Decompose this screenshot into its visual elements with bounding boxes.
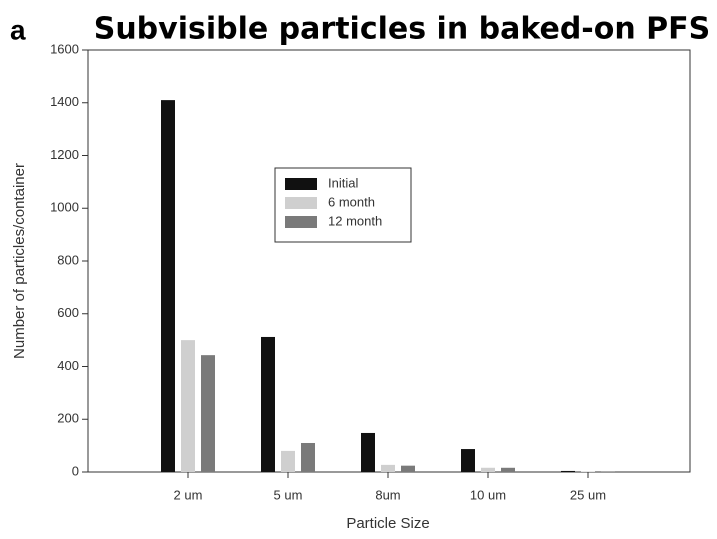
bar	[261, 336, 275, 472]
bar	[401, 465, 415, 472]
bar	[461, 449, 475, 472]
y-axis-label: Number of particles/container	[11, 163, 28, 359]
bar	[361, 432, 375, 472]
bar	[161, 100, 175, 473]
x-tick-label: 10 um	[470, 487, 506, 502]
x-tick-label: 2 um	[174, 487, 203, 502]
plot-frame	[87, 49, 691, 473]
y-tick-label: 1000	[50, 200, 79, 215]
bar	[581, 471, 595, 472]
x-axis-label: Particle Size	[346, 515, 429, 532]
chart-title: Subvisible particles in baked-on PFS	[94, 12, 711, 47]
bar	[481, 467, 495, 472]
bar	[281, 450, 295, 472]
legend-label: 6 month	[328, 194, 375, 209]
x-tick-label: 25 um	[570, 487, 606, 502]
y-tick-label: 200	[57, 411, 79, 426]
panel-label: a	[10, 14, 26, 45]
y-tick-label: 0	[72, 463, 79, 478]
x-tick-label: 5 um	[274, 487, 303, 502]
y-tick-label: 600	[57, 305, 79, 320]
legend-label: 12 month	[328, 213, 382, 228]
y-tick-label: 1200	[50, 147, 79, 162]
bar	[181, 340, 195, 472]
legend-swatch	[285, 178, 317, 190]
x-tick-label: 8um	[375, 487, 400, 502]
bar	[501, 467, 515, 472]
y-tick-label: 1600	[50, 41, 79, 56]
y-tick-label: 800	[57, 252, 79, 267]
legend-swatch	[285, 197, 317, 209]
bar	[381, 464, 395, 472]
bar	[561, 470, 575, 472]
bar	[201, 355, 215, 472]
legend-label: Initial	[328, 175, 358, 190]
bar	[301, 442, 315, 472]
y-tick-label: 1400	[50, 94, 79, 109]
legend-swatch	[285, 216, 317, 228]
y-tick-label: 400	[57, 358, 79, 373]
